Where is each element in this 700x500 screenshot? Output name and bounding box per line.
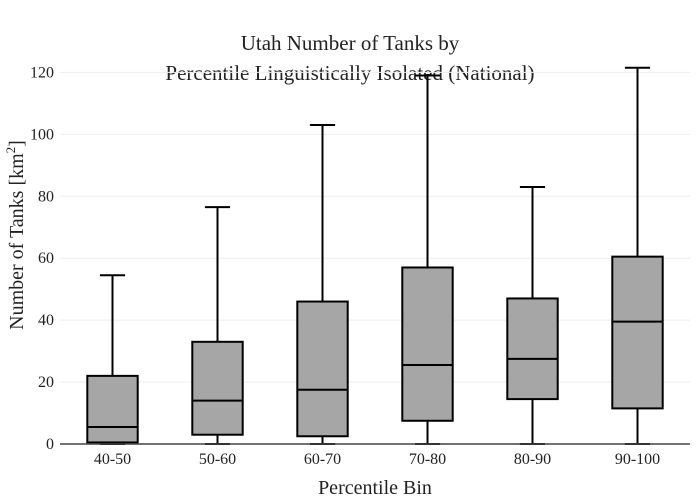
y-axis-title-superscript: 2 [3,147,18,154]
x-tick-label: 60-70 [304,451,341,468]
y-tick-label: 60 [38,250,54,267]
x-tick-label: 70-80 [409,451,446,468]
y-tick-label: 40 [38,312,54,329]
y-tick-label: 20 [38,374,54,391]
box-60-70 [296,124,349,445]
box-iqr [401,266,454,422]
box-40-50 [86,274,139,445]
y-tick-label: 100 [30,126,54,143]
box-50-60 [191,206,244,445]
box-70-80 [401,74,454,445]
box-80-90 [506,185,559,445]
x-tick-label: 90-100 [615,451,660,468]
chart-title-line-2: Percentile Linguistically Isolated (Nati… [165,61,534,85]
box-90-100 [611,66,664,445]
y-axis-title: Number of Tanks [km2] [3,140,28,330]
y-axis-title-close: ] [6,140,28,147]
y-tick-label: 0 [46,436,54,453]
y-axis-ticks: 0 20 40 60 80 100 120 [30,64,54,453]
box-series [86,66,664,445]
y-axis-title-main: Number of Tanks [km [6,153,28,330]
box-iqr [506,297,559,401]
box-iqr [86,374,139,444]
x-tick-label: 40-50 [94,451,131,468]
x-axis-ticks: 40-50 50-60 60-70 70-80 80-90 90-100 [94,451,660,468]
y-tick-label: 80 [38,188,54,205]
y-tick-label: 120 [30,64,54,81]
x-axis-title: Percentile Bin [318,477,432,499]
box-iqr [191,340,244,436]
x-tick-label: 50-60 [199,451,236,468]
box-iqr [611,255,664,410]
gridlines [60,71,690,383]
x-tick-label: 80-90 [514,451,551,468]
chart-title-line-1: Utah Number of Tanks by [241,31,460,55]
box-iqr [296,300,349,438]
